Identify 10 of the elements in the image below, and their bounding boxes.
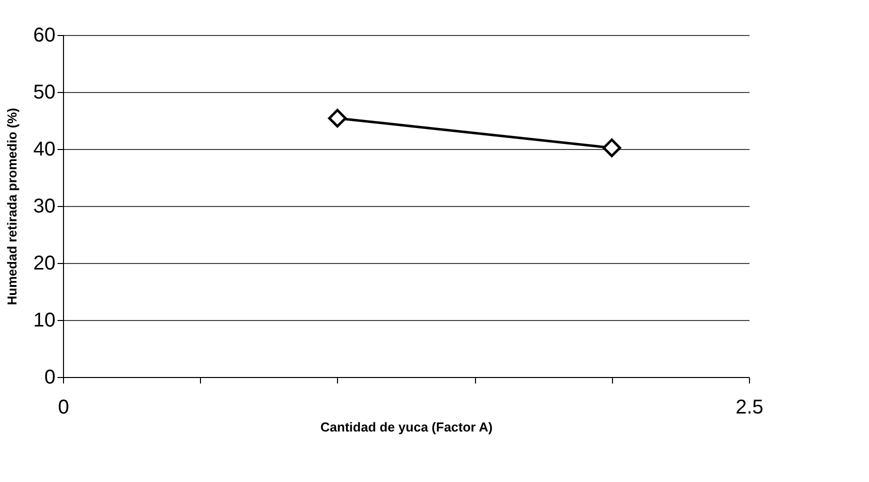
x-tick-label: 2.5 — [736, 396, 764, 418]
y-tick-label: 50 — [33, 82, 56, 104]
y-tick-label: 60 — [33, 24, 56, 46]
y-tick-label: 20 — [33, 252, 56, 274]
y-tick-label: 40 — [33, 138, 56, 160]
y-tick-label: 10 — [33, 310, 56, 332]
y-tick-label: 0 — [44, 366, 56, 388]
y-axis-title: Humedad retirada promedio (%) — [4, 108, 20, 306]
y-tick-label: 30 — [33, 196, 56, 218]
x-axis-title: Cantidad de yuca (Factor A) — [320, 420, 493, 434]
